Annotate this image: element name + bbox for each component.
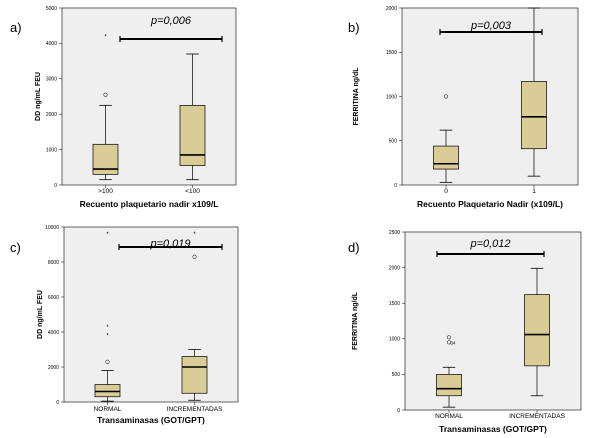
panel-label: d) <box>348 240 360 255</box>
chart-panel-2: b) 0 500 1000 1500 2000 FERRITINA ng/dL Recuent… <box>348 6 579 209</box>
iqr-box <box>181 356 208 394</box>
p-value-annotation: p=0,012 <box>469 238 510 250</box>
outlier-point <box>192 254 197 259</box>
panel-label: a) <box>10 20 22 35</box>
y-tick-label: 0 <box>56 400 59 406</box>
x-tick-label: INCREMENTADAS <box>167 406 224 413</box>
y-axis-label: FERRITINA ng/dL <box>353 67 360 126</box>
y-axis-label: FERRITINA ng/dL <box>352 291 359 350</box>
iqr-box <box>524 294 550 367</box>
x-tick-label: >100 <box>98 188 113 195</box>
y-tick-label: 0 <box>394 183 397 189</box>
y-tick-label: 1000 <box>386 94 397 100</box>
chart-panel-1: a) 0 1000 2000 3000 4000 5000 DD ng/mL FEU Recue… <box>10 6 237 209</box>
x-tick-label: <100 <box>185 188 200 195</box>
iqr-box <box>433 145 459 170</box>
y-tick-label: 2500 <box>389 230 400 236</box>
y-tick-label: 2000 <box>48 365 59 371</box>
y-tick-label: 500 <box>389 139 398 145</box>
x-axis-label: Recuento Plaquetario Nadir (x109/L) <box>417 199 563 209</box>
y-tick-label: 1000 <box>46 147 57 153</box>
y-tick-label: 1000 <box>389 337 400 343</box>
plot-area <box>404 231 582 411</box>
panel-label: b) <box>348 20 360 35</box>
box-2: 1 <box>521 7 547 195</box>
panel-label: c) <box>10 240 21 255</box>
x-tick-label: NORMAL <box>435 413 463 420</box>
p-value-annotation: p=0,003 <box>470 20 512 32</box>
y-tick-label: 8000 <box>48 260 59 266</box>
y-tick-label: 4000 <box>48 330 59 336</box>
outlier-point <box>446 340 452 345</box>
outlier-point <box>443 94 449 99</box>
extreme-point: * <box>104 35 107 41</box>
x-tick-label: INCREMENTADAS <box>509 413 566 420</box>
iqr-box <box>521 81 547 150</box>
x-axis-label: Recuento plaquetario nadir x109/L <box>80 199 219 209</box>
extreme-point: * <box>106 325 109 331</box>
y-tick-label: 10000 <box>45 225 59 231</box>
extreme-point: * <box>106 334 109 340</box>
x-tick-label: NORMAL <box>94 406 122 413</box>
iqr-box <box>179 104 206 166</box>
y-tick-label: 500 <box>392 372 401 378</box>
y-tick-label: 1500 <box>389 301 400 307</box>
box-2: INCREMENTADAS * <box>167 232 224 413</box>
x-axis-label: Transaminasas (GOT/GPT) <box>97 415 205 425</box>
x-tick-label: 1 <box>532 188 536 195</box>
box-2: <100 <box>179 53 206 195</box>
iqr-box <box>94 384 121 398</box>
p-value-annotation: p=0,006 <box>150 15 192 27</box>
plot-area <box>401 7 579 186</box>
box-1: NORMAL 34 <box>435 335 463 420</box>
y-tick-label: 4000 <box>46 41 57 47</box>
x-tick-label: 0 <box>444 188 448 195</box>
y-tick-label: 2000 <box>46 112 57 118</box>
y-tick-label: 3000 <box>46 77 57 83</box>
y-tick-label: 0 <box>397 408 400 414</box>
box-1: 0 <box>433 94 459 195</box>
plot-area <box>63 226 239 403</box>
y-axis-label: DD ng/mL FEU <box>37 290 44 339</box>
extreme-point: * <box>193 232 196 238</box>
box-1: NORMAL * * * <box>94 232 122 413</box>
iqr-box <box>436 374 462 397</box>
outlier-point <box>105 359 110 364</box>
outlier-point <box>103 92 108 97</box>
p-value-annotation: p=0,019 <box>149 238 190 250</box>
outlier-point <box>446 335 452 340</box>
chart-panel-3: c) 0 2000 4000 6000 8000 10000 DD ng/mL FEU Tran… <box>10 225 239 425</box>
y-tick-label: 6000 <box>48 295 59 301</box>
y-tick-label: 2000 <box>389 265 400 271</box>
box-2: INCREMENTADAS <box>509 267 566 420</box>
plot-area <box>61 7 237 186</box>
y-axis-label: DD ng/mL FEU <box>35 72 42 121</box>
y-tick-label: 1500 <box>386 50 397 56</box>
y-tick-label: 0 <box>54 183 57 189</box>
x-axis-label: Transaminasas (GOT/GPT) <box>439 424 547 434</box>
y-tick-label: 5000 <box>46 6 57 12</box>
chart-panel-4: d) 0 500 1000 1500 2000 2500 FERRITINA ng/dL Tra… <box>348 230 582 434</box>
y-tick-label: 2000 <box>386 6 397 12</box>
outlier-label: 34 <box>450 340 456 345</box>
box-1: >100 * <box>92 35 119 195</box>
extreme-point: * <box>106 232 109 238</box>
